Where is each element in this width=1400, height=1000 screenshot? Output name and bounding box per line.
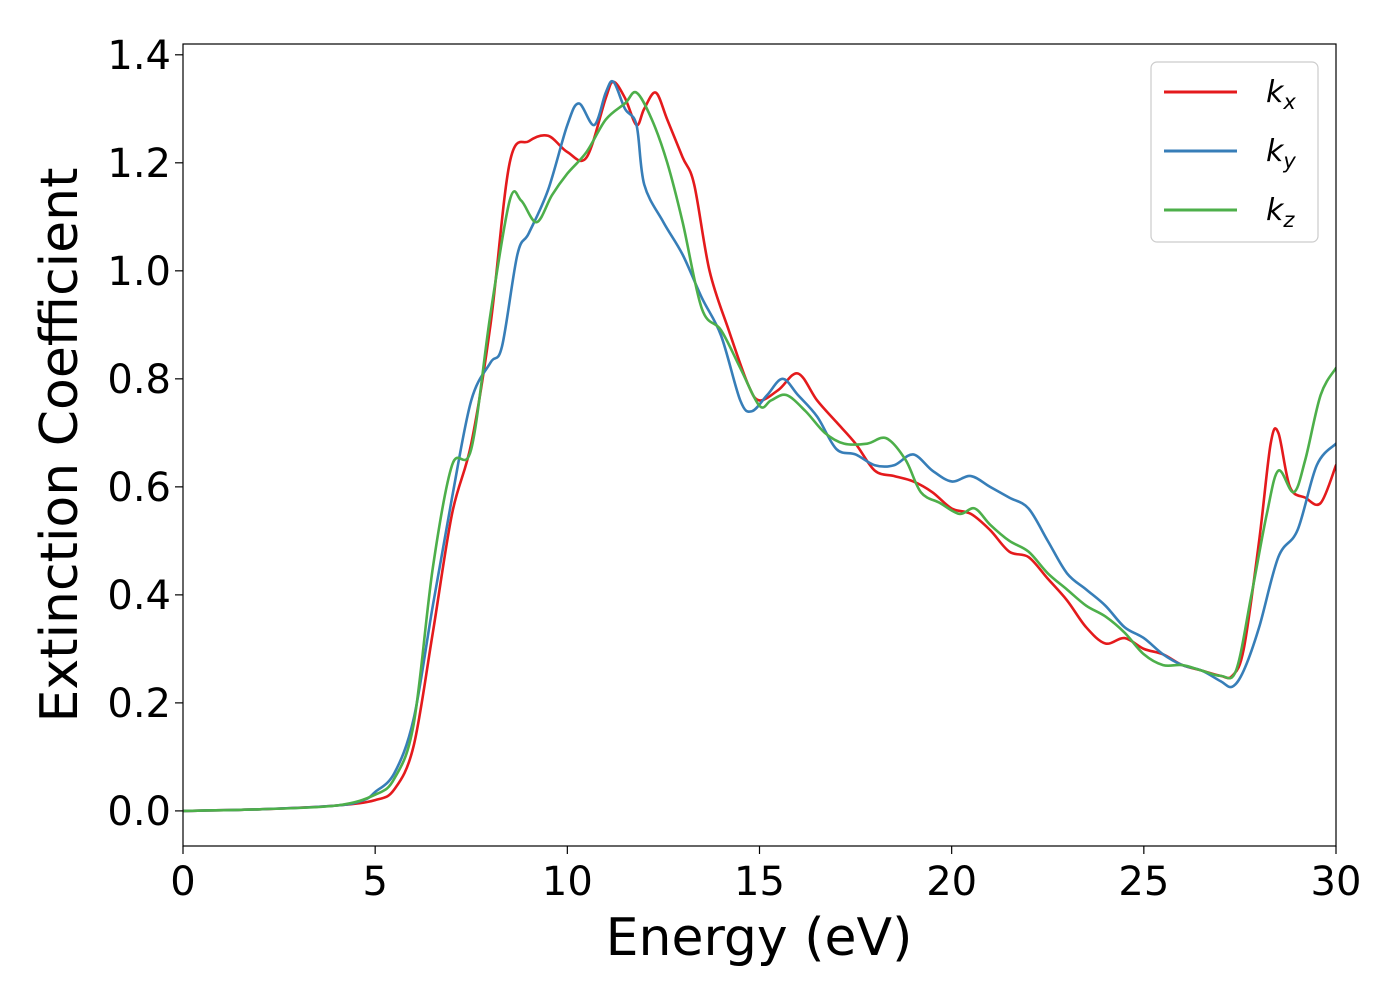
y-tick-label: 0.8 bbox=[107, 357, 171, 403]
y-tick-label: 1.0 bbox=[107, 249, 171, 295]
series-line-k-z bbox=[183, 90, 1336, 813]
x-tick-label: 0 bbox=[170, 859, 195, 905]
x-tick-label: 5 bbox=[362, 859, 387, 905]
y-tick-label: 0.4 bbox=[107, 573, 171, 619]
x-tick-label: 10 bbox=[542, 859, 593, 905]
legend-label-k-z: kz bbox=[1266, 193, 1295, 232]
y-tick-label: 1.2 bbox=[107, 141, 171, 187]
series-layer bbox=[183, 79, 1336, 813]
x-axis-title: Energy (eV) bbox=[606, 908, 913, 968]
legend-label-k-y: ky bbox=[1266, 134, 1296, 173]
legend-label-k-x: kx bbox=[1266, 75, 1296, 114]
x-tick-label: 25 bbox=[1118, 859, 1169, 905]
y-tick-label: 1.4 bbox=[107, 33, 171, 79]
legend: kx ky kz bbox=[1150, 61, 1319, 243]
y-tick-label: 0.0 bbox=[107, 789, 171, 835]
y-axis-title: Extinction Coefficient bbox=[30, 168, 90, 723]
x-tick-label: 15 bbox=[734, 859, 785, 905]
x-axis-ticks: 0 5 10 15 20 25 30 bbox=[170, 846, 1361, 905]
legend-items: kx ky kz bbox=[1164, 75, 1296, 232]
y-tick-label: 0.6 bbox=[107, 465, 171, 511]
x-tick-label: 30 bbox=[1311, 859, 1362, 905]
x-tick-label: 20 bbox=[926, 859, 977, 905]
series-line-k-y bbox=[183, 79, 1336, 813]
y-axis-ticks: 0.0 0.2 0.4 0.6 0.8 1.0 1.2 1.4 bbox=[107, 33, 183, 835]
y-tick-label: 0.2 bbox=[107, 681, 171, 727]
